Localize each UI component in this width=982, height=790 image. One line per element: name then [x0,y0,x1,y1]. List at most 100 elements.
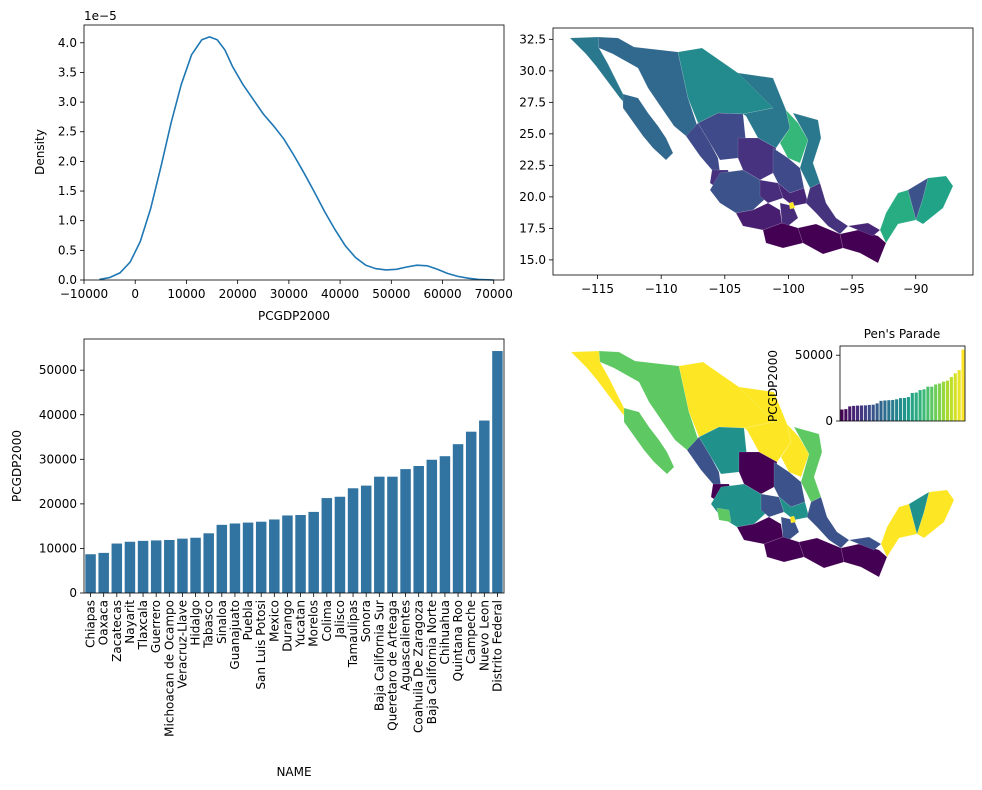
bar-x-axis-label: NAME [276,765,311,779]
bar [321,498,333,593]
state-distrito-federal [789,515,797,524]
inset-bar [918,390,922,421]
kde-y-tick-label: 2.0 [58,154,77,168]
bar [229,523,241,593]
kde-x-tick-label: 60000 [423,287,461,301]
kde-line [99,36,494,281]
inset-bar [844,409,848,421]
inset-bar [938,383,942,421]
state-distrito-federal [788,201,796,210]
kde-y-tick-label: 0.5 [58,243,77,257]
bar-y-tick-label: 30000 [39,452,77,466]
inset-frame [839,345,966,422]
state-yucatan [908,491,930,535]
kde-x-tick-label: 40000 [321,287,359,301]
bar-category-label: Sinaloa [215,600,229,644]
inset-y-tick-label: 0 [825,414,833,428]
bar [413,466,424,593]
inset-bar [871,404,875,421]
kde-y-tick-label: 1.5 [58,184,77,198]
bar-category-label: Oaxaca [97,600,111,645]
inset-bar [930,386,934,421]
bar-frame [83,338,505,594]
bar-category-label: Colima [320,600,334,641]
inset-bar [945,380,949,421]
pens-parade-inset: 0 50000 Pen's Parade PCGDP2000 [766,327,966,428]
bar-category-label: Aguascalientes [399,600,413,691]
inset-bar [961,349,965,421]
bar [439,456,451,593]
bar-category-label: Quintana Roo [451,600,465,681]
inset-bar [840,409,844,421]
state-tabasco [847,222,881,237]
bar-category-label: Chiapas [84,600,98,648]
bar-y-tick-label: 40000 [39,408,77,422]
kde-x-tick-label: 0 [131,287,139,301]
bar [426,459,438,593]
bar-category-label: Nuevo Leon [477,600,491,671]
state-baja-california-sur [622,93,674,161]
kde-x-tick-label: 30000 [270,287,308,301]
inset-bar [879,400,883,421]
inset-y-tick-label: 50000 [795,348,833,362]
inset-bar [883,400,887,421]
inset-y-axis-label: PCGDP2000 [766,350,780,422]
kde-y-tick-label: 3.5 [58,65,77,79]
inset-bar [895,399,899,421]
kde-x-tick-label: 70000 [475,287,513,301]
map-y-tick-label: 20.0 [519,190,546,204]
map-y-tick-label: 22.5 [519,158,546,172]
inset-bar [902,397,907,421]
kde-x-tick-label: −10000 [60,287,108,301]
bar-category-label: Tlaxcala [136,600,150,651]
inset-bar [941,381,946,421]
map-x-tick-label: −115 [581,282,614,296]
inset-bar [852,405,856,421]
bar-category-label: Distrito Federal [490,600,504,692]
inset-bar [898,398,903,421]
inset-bar [867,404,871,421]
bar [124,541,136,593]
bar-category-label: Puebla [241,600,255,640]
map2-states [570,350,955,578]
bar-category-label: Nayarit [123,600,137,644]
state-baja-california-sur [623,407,675,475]
map-y-tick-label: 32.5 [519,32,546,46]
kde-y-offset-label: 1e−5 [84,9,117,23]
kde-y-axis-label: Density [33,129,47,175]
choropleth-map-quantiles: 0 50000 Pen's Parade PCGDP2000 [570,327,966,578]
inset-bar [863,405,867,421]
state-tabasco [848,536,882,551]
inset-bar [949,377,953,421]
bar [242,522,254,593]
inset-bar [934,384,938,421]
kde-frame [83,24,505,281]
kde-y-tick-label: 2.5 [58,125,77,139]
bar-category-label: Veracruz-Llave [175,600,189,689]
bar-category-label: Tabasco [202,600,216,649]
kde-x-tick-label: 20000 [219,287,257,301]
bar-category-label: Baja California Norte [425,600,439,724]
kde-x-tick-label: 10000 [167,287,205,301]
bar-y-tick-label: 0 [69,586,77,600]
inset-bar [910,392,914,421]
state-colima [716,507,732,523]
inset-bar [875,403,879,421]
map-y-tick-label: 27.5 [519,95,546,109]
bar-category-label: San Luis Potosi [254,600,268,690]
bar [190,537,201,593]
map-y-tick-label: 15.0 [519,253,546,267]
map-x-tick-label: −95 [839,282,864,296]
bar [334,496,346,593]
bar [255,521,267,593]
state-mexico [779,202,799,227]
bar-category-label: Queretaro de Arteaga [385,600,399,731]
map-x-tick-label: −110 [645,282,678,296]
bar [295,515,306,593]
bar-category-label: Tamaulipas [346,600,360,668]
map1-frame [552,27,974,276]
inset-bar [926,386,930,421]
kde-y-tick-label: 1.0 [58,214,77,228]
bar [387,476,398,593]
